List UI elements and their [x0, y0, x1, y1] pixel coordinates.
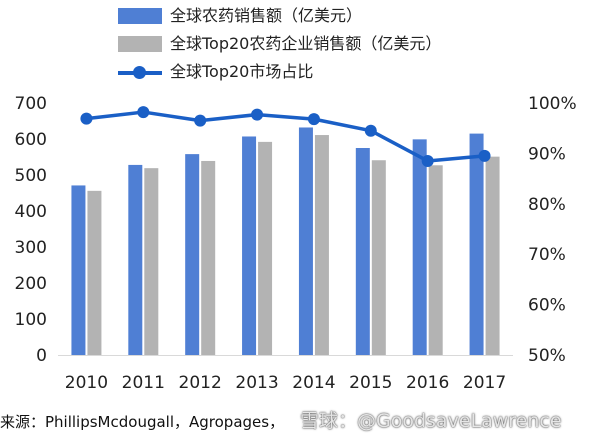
point-top20-share [364, 124, 377, 137]
watermark: 雪球：@GoodsaveLawrence [300, 410, 562, 432]
y-right-tick-label: 50% [528, 346, 566, 366]
bar-top20-sales [144, 168, 159, 355]
y-left-tick-label: 600 [15, 130, 47, 150]
y-left-tick-label: 700 [15, 94, 47, 114]
y-left-tick-label: 500 [15, 166, 47, 186]
bar-global-sales [128, 164, 143, 355]
bar-global-sales [412, 139, 427, 355]
point-top20-share [137, 106, 150, 119]
bar-top20-sales [314, 135, 329, 355]
x-tick-label: 2017 [463, 373, 506, 393]
bar-top20-sales [428, 165, 443, 355]
source-note: 来源：PhillipsMcdougall，Agropages， [0, 413, 285, 431]
x-tick-label: 2012 [179, 373, 222, 393]
x-tick-label: 2016 [406, 373, 449, 393]
x-tick-label: 2015 [349, 373, 392, 393]
point-top20-share [194, 114, 207, 127]
point-top20-share [251, 108, 264, 121]
bar-global-sales [355, 148, 370, 355]
legend-label-global-sales: 全球农药销售额（亿美元） [170, 6, 363, 25]
y-left-tick-label: 400 [15, 202, 47, 222]
bar-global-sales [71, 185, 86, 355]
bar-global-sales [298, 127, 313, 355]
x-tick-label: 2011 [122, 373, 165, 393]
x-tick-label: 2013 [235, 373, 278, 393]
point-top20-share [80, 112, 93, 125]
legend-label-top20-share: 全球Top20市场占比 [170, 62, 314, 81]
legend-label-top20-sales: 全球Top20农药企业销售额（亿美元） [170, 34, 442, 53]
point-top20-share [307, 113, 320, 126]
bar-top20-sales [201, 160, 216, 355]
y-right-tick-label: 60% [528, 296, 566, 316]
y-left-tick-label: 0 [36, 346, 47, 366]
x-tick-label: 2010 [65, 373, 108, 393]
y-left-tick-label: 200 [15, 274, 47, 294]
y-right-tick-label: 70% [528, 245, 566, 265]
bar-global-sales [469, 133, 484, 355]
bar-global-sales [242, 136, 257, 355]
line-top20-share [86, 110, 485, 163]
bar-top20-sales [371, 160, 386, 355]
y-left-tick-label: 300 [15, 238, 47, 258]
y-right-tick-label: 90% [528, 144, 566, 164]
legend-swatch-global-sales [118, 8, 162, 24]
point-top20-share [421, 154, 434, 167]
y-right-tick-label: 100% [528, 94, 577, 114]
bar-global-sales [185, 154, 200, 355]
point-top20-share [478, 149, 491, 162]
legend-swatch-top20-sales [118, 36, 162, 52]
legend-marker-top20-share [133, 66, 146, 79]
bar-top20-sales [87, 190, 102, 355]
bar-top20-sales [485, 156, 500, 355]
y-left-tick-label: 100 [15, 310, 47, 330]
bar-top20-sales [258, 141, 273, 355]
x-tick-label: 2014 [292, 373, 335, 393]
y-right-tick-label: 80% [528, 195, 566, 215]
